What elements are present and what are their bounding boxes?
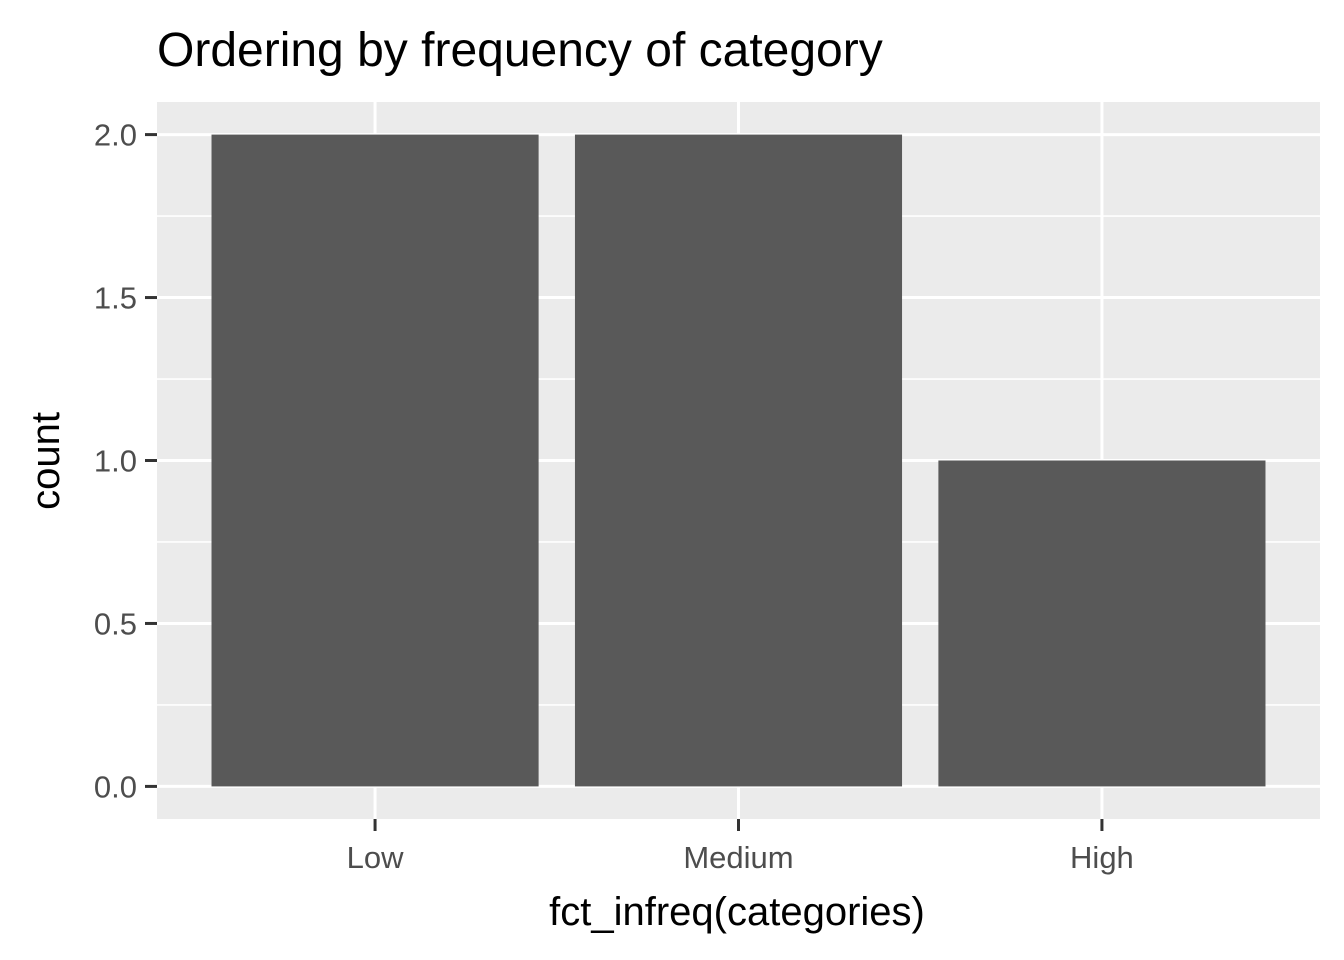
bar-medium — [574, 134, 903, 787]
y-tick-label: 0.0 — [94, 769, 137, 804]
y-tick-label: 0.5 — [94, 606, 137, 641]
bars — [211, 134, 1266, 787]
y-tick-label: 1.0 — [94, 444, 137, 479]
x-tick-label-low: Low — [347, 840, 404, 875]
y-tick-label: 2.0 — [94, 118, 137, 153]
y-axis-title: count — [24, 412, 68, 510]
x-tick-label-high: High — [1070, 840, 1134, 875]
bar-low — [211, 134, 539, 787]
x-axis-title: fct_infreq(categories) — [549, 890, 925, 934]
y-axis: 0.0 0.5 1.0 1.5 2.0 — [94, 118, 157, 804]
y-tick-label: 1.5 — [94, 281, 137, 316]
x-axis: Low Medium High — [347, 819, 1134, 875]
bar-high — [938, 460, 1266, 787]
chart-title: Ordering by frequency of category — [157, 24, 883, 77]
x-tick-label-medium: Medium — [683, 840, 793, 875]
